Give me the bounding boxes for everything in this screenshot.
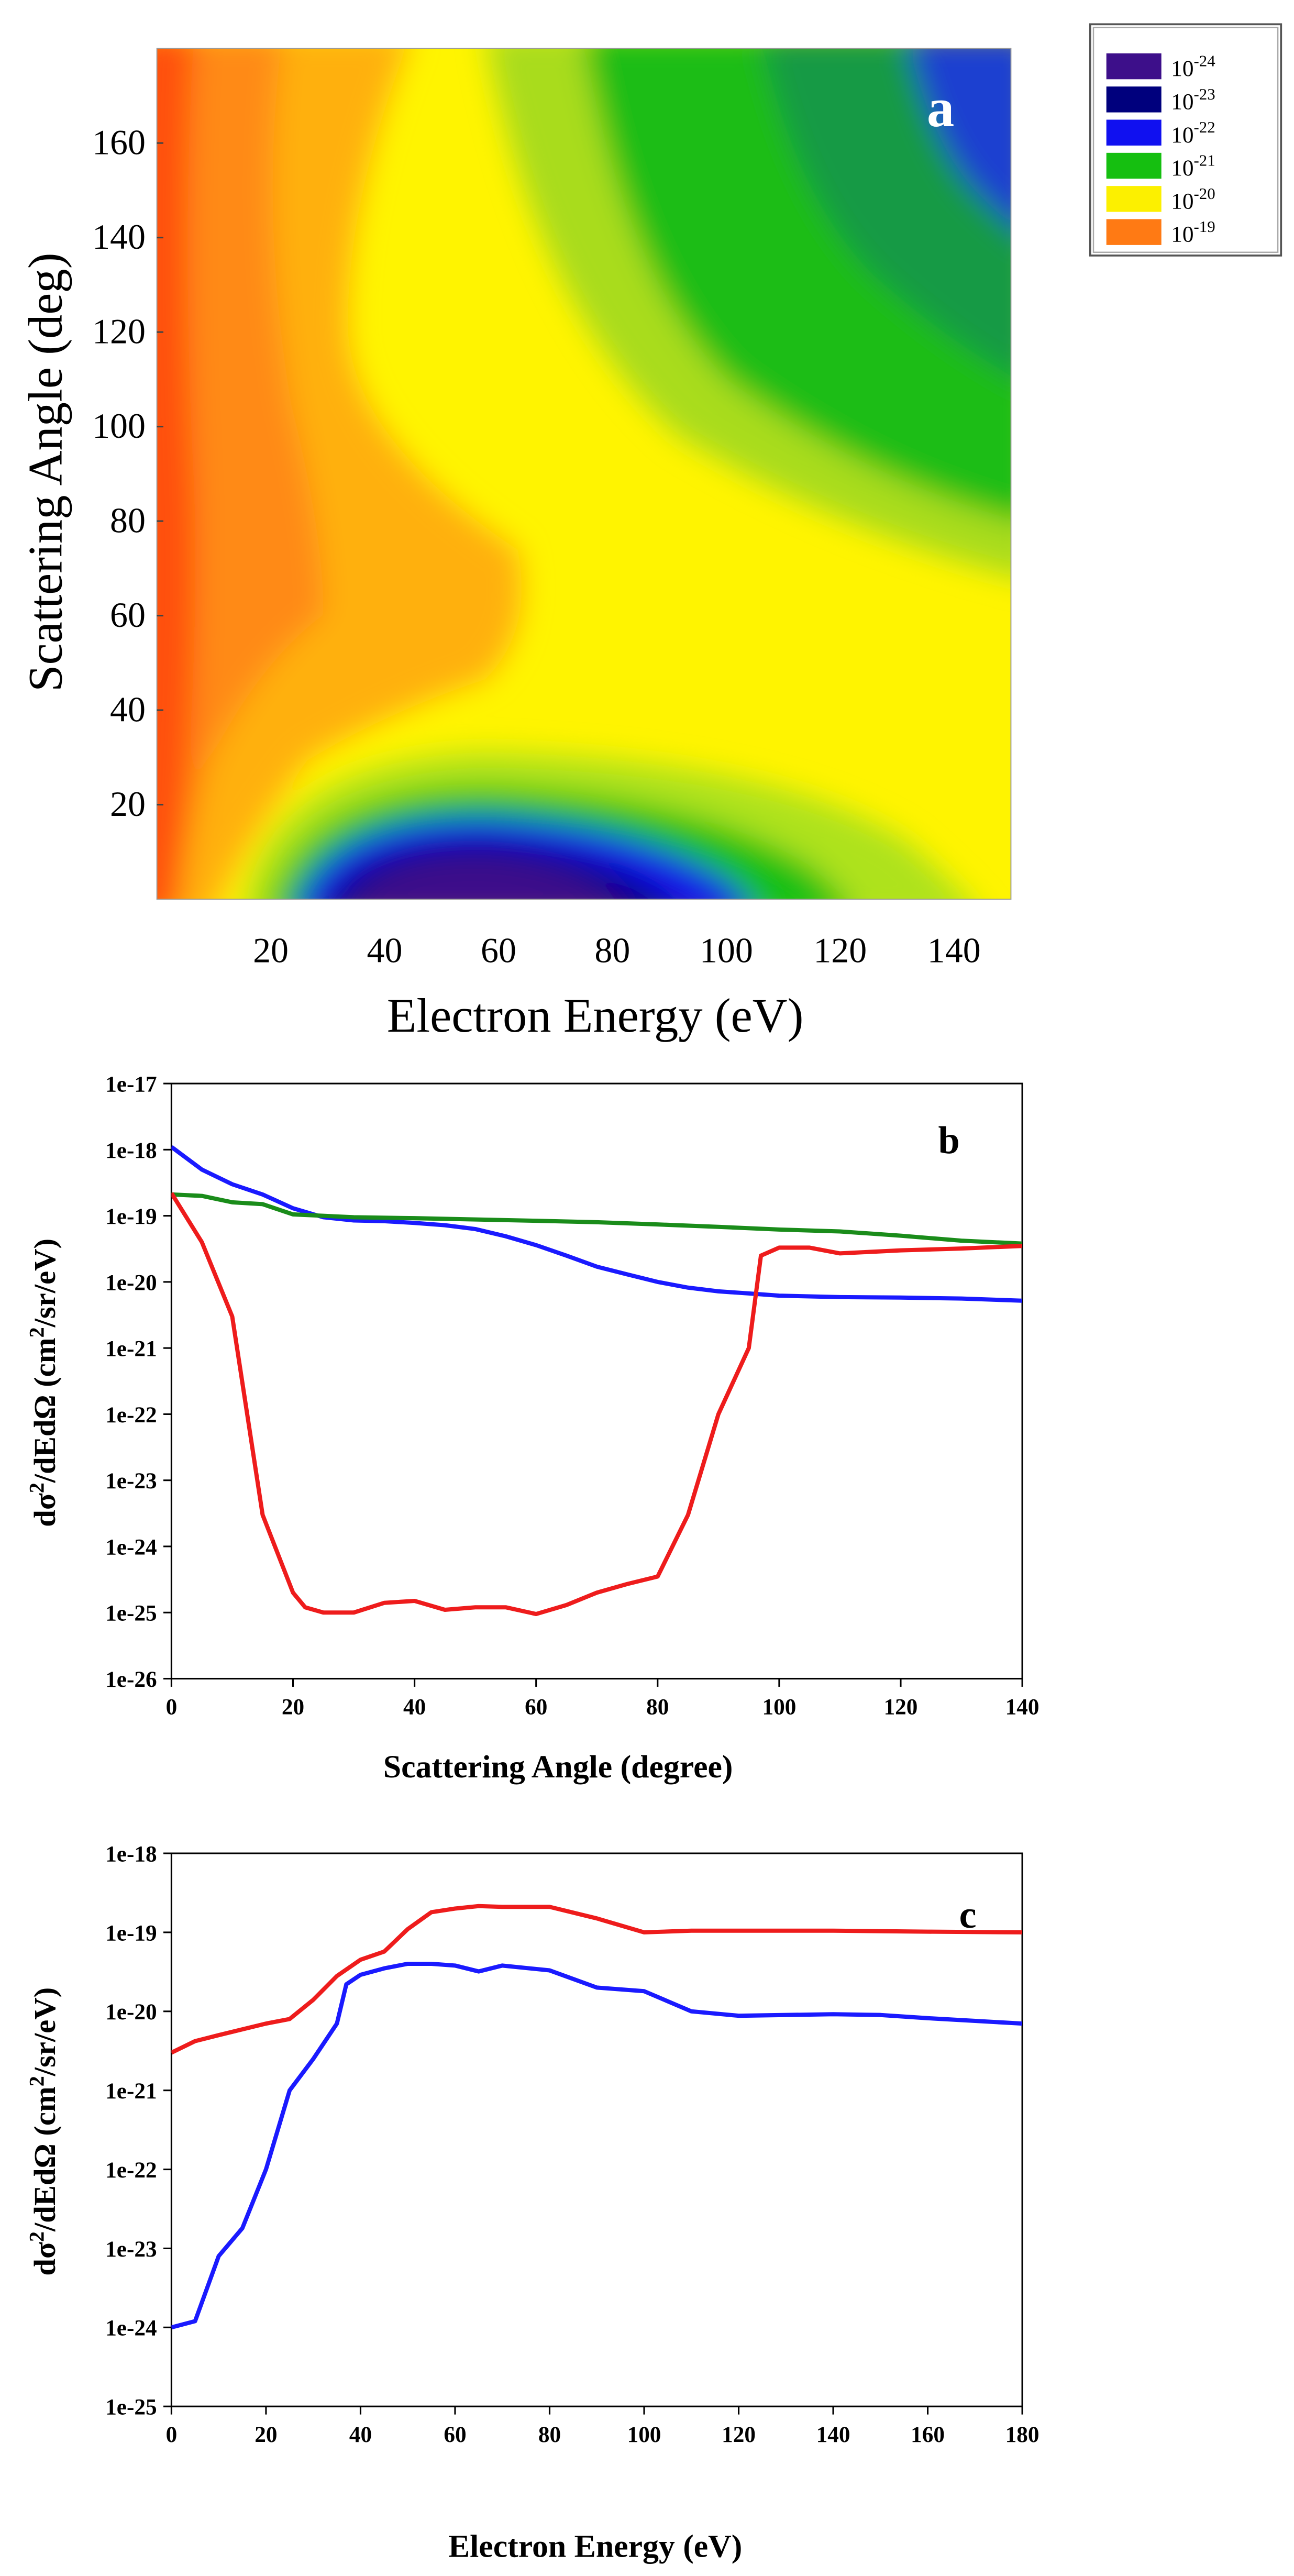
y-tick-label-a: 120 bbox=[92, 312, 146, 351]
x-tick-label-a: 80 bbox=[594, 930, 630, 970]
series-group-c bbox=[171, 1904, 1023, 2330]
x-tick-label: 120 bbox=[722, 2422, 756, 2447]
legend-swatch bbox=[1106, 119, 1162, 146]
x-tick-label: 60 bbox=[444, 2422, 466, 2447]
y-tick-label-a: 40 bbox=[110, 690, 146, 729]
panel-label-c: c bbox=[959, 1894, 977, 1937]
x-tick-label: 140 bbox=[1005, 1694, 1039, 1719]
y-tick-label: 1e-24 bbox=[105, 2316, 157, 2341]
axes-b: 0 20 40 60 80 100 120 140 1e-26 1e-25 1e-24 1e-23 1e… bbox=[105, 1072, 1039, 1720]
y-tick-label-a: 160 bbox=[92, 123, 146, 162]
y-tick-label: 1e-17 bbox=[105, 1072, 157, 1097]
x-tick-label-a: 100 bbox=[700, 930, 753, 970]
x-tick-label-a: 40 bbox=[367, 930, 403, 970]
y-tick-label: 1e-26 bbox=[105, 1667, 157, 1692]
legend-label: 10-21 bbox=[1171, 151, 1215, 181]
y-tick-label-a: 140 bbox=[92, 217, 146, 257]
y-tick-label-a: 80 bbox=[110, 501, 146, 540]
x-tick-label: 20 bbox=[282, 1694, 304, 1719]
series-line-3 bbox=[171, 1192, 1023, 1617]
legend-swatch bbox=[1106, 152, 1162, 179]
y-tick-label: 1e-18 bbox=[105, 1138, 157, 1163]
x-tick-label: 40 bbox=[349, 2422, 372, 2447]
x-tick-label: 180 bbox=[1005, 2422, 1039, 2447]
x-tick-label: 160 bbox=[911, 2422, 945, 2447]
panel-c: 0 20 40 60 80 100 120 140 160 180 1e-25 1e-24 1e-23 1… bbox=[25, 1841, 1039, 2564]
y-tick-label: 1e-20 bbox=[105, 1270, 157, 1295]
x-tick-label: 80 bbox=[538, 2422, 561, 2447]
legend-swatch bbox=[1106, 53, 1162, 80]
legend-swatch bbox=[1106, 186, 1162, 212]
y-tick-label-a: 20 bbox=[110, 784, 146, 824]
legend-label: 10-23 bbox=[1171, 85, 1215, 115]
y-tick-label: 1e-23 bbox=[105, 2237, 157, 2262]
panel-label-a: a bbox=[927, 77, 955, 138]
x-tick-label-a: 120 bbox=[813, 930, 867, 970]
y-tick-label: 1e-21 bbox=[105, 1336, 157, 1362]
plot-frame-b bbox=[170, 1082, 1023, 1680]
x-tick-label: 120 bbox=[884, 1694, 918, 1719]
x-tick-label: 140 bbox=[816, 2422, 850, 2447]
series-line-2 bbox=[171, 1961, 1023, 2330]
legend-swatch bbox=[1106, 219, 1162, 245]
y-tick-label: 1e-19 bbox=[105, 1920, 157, 1945]
legend-label: 10-19 bbox=[1171, 217, 1215, 247]
x-tick-label: 20 bbox=[255, 2422, 277, 2447]
y-tick-label: 1e-19 bbox=[105, 1204, 157, 1229]
y-axis-label-c: dσ2/dEdΩ (cm2/sr/eV) bbox=[25, 1987, 62, 2276]
plot-frame-c bbox=[170, 1852, 1023, 2407]
x-tick-label: 100 bbox=[762, 1694, 796, 1719]
x-tick-label: 80 bbox=[646, 1694, 669, 1719]
panel-b: 0 20 40 60 80 100 120 140 1e-26 1e-25 1e-24 1e-23 1e… bbox=[25, 1072, 1039, 1785]
x-tick-label-a: 20 bbox=[253, 930, 289, 970]
x-tick-label: 40 bbox=[403, 1694, 426, 1719]
y-tick-label-a: 60 bbox=[110, 595, 146, 635]
y-tick-label: 1e-21 bbox=[105, 2079, 157, 2104]
y-tick-label: 1e-25 bbox=[105, 1601, 157, 1626]
x-tick-label: 60 bbox=[525, 1694, 547, 1719]
legend-swatch bbox=[1106, 86, 1162, 113]
y-tick-label: 1e-23 bbox=[105, 1468, 157, 1494]
x-tick-label-a: 140 bbox=[927, 930, 981, 970]
y-axis-label-b: dσ2/dEdΩ (cm2/sr/eV) bbox=[25, 1239, 62, 1527]
axes-a: 20 40 60 80 100 120 140 20 40 60 80 100 120 140 160 bbox=[92, 123, 981, 970]
y-axis-label-a: Scattering Angle (deg) bbox=[18, 252, 72, 692]
legend-label: 10-22 bbox=[1171, 118, 1215, 148]
y-tick-label: 1e-24 bbox=[105, 1534, 157, 1560]
panel-label-b: b bbox=[938, 1119, 959, 1162]
legend-label: 10-24 bbox=[1171, 52, 1215, 82]
x-tick-label: 0 bbox=[166, 1694, 178, 1719]
plot-frame-a bbox=[156, 48, 1012, 900]
x-tick-label-a: 60 bbox=[481, 930, 516, 970]
series-line-1 bbox=[171, 1904, 1023, 2055]
series-line-2 bbox=[171, 1192, 1023, 1246]
y-tick-label: 1e-18 bbox=[105, 1841, 157, 1866]
x-axis-label-b: Scattering Angle (degree) bbox=[383, 1749, 733, 1785]
y-tick-label-a: 100 bbox=[92, 406, 146, 446]
axes-c: 0 20 40 60 80 100 120 140 160 180 1e-25 1e-24 1e-23 1… bbox=[105, 1841, 1039, 2447]
x-axis-label-a: Electron Energy (eV) bbox=[387, 989, 804, 1043]
legend-label: 10-20 bbox=[1171, 184, 1215, 214]
y-tick-label: 1e-22 bbox=[105, 1402, 157, 1428]
y-tick-label: 1e-20 bbox=[105, 1999, 157, 2025]
x-axis-label-c: Electron Energy (eV) bbox=[448, 2528, 742, 2564]
heatmap-field bbox=[157, 48, 1011, 900]
series-group-b bbox=[171, 1145, 1023, 1617]
y-tick-label: 1e-25 bbox=[105, 2395, 157, 2420]
x-tick-label: 100 bbox=[627, 2422, 661, 2447]
series-line-1 bbox=[171, 1145, 1023, 1303]
x-tick-label: 0 bbox=[166, 2422, 178, 2447]
y-tick-label: 1e-22 bbox=[105, 2158, 157, 2183]
